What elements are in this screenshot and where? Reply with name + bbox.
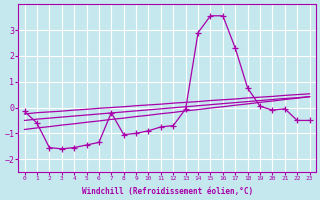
X-axis label: Windchill (Refroidissement éolien,°C): Windchill (Refroidissement éolien,°C) bbox=[82, 187, 253, 196]
